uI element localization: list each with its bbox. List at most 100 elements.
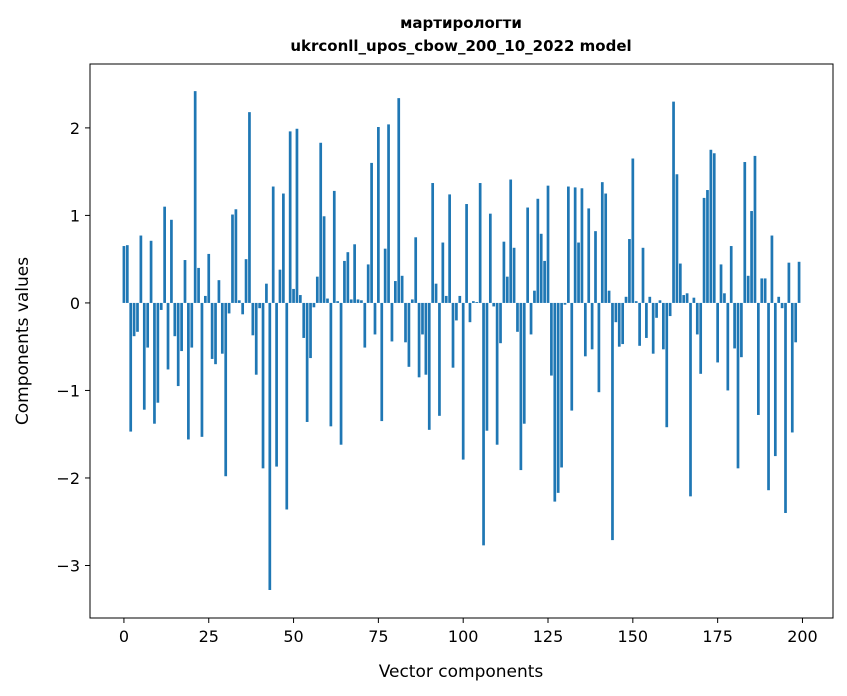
bar-96 [448,194,451,303]
bar-41 [261,302,265,469]
bar-170 [699,302,703,374]
bar-125 [546,185,550,303]
y-tick-label-2: 2 [70,119,80,138]
bar-135 [580,188,584,303]
y-axis-label: Components values [13,257,33,425]
bar-189 [763,278,767,303]
bar-49 [288,131,292,303]
bar-98 [455,302,458,321]
bar-176 [719,264,723,303]
plot-frame [89,63,834,619]
bar-195 [784,302,787,513]
bar-33 [234,209,238,303]
bar-188 [760,278,764,303]
bar-51 [295,128,299,303]
x-tick-label-125: 125 [533,627,564,646]
bar-27 [214,302,217,365]
bar-71 [363,302,367,348]
bar-186 [753,155,757,303]
bar-60 [326,298,329,303]
bar-115 [512,247,516,303]
bar-21 [193,91,197,303]
bar-113 [505,276,509,303]
y-tick-label--3: −3 [56,556,80,575]
bar-6 [142,302,146,410]
bar-66 [346,252,350,303]
bar-3 [132,302,136,337]
bar-14 [170,219,173,303]
bar-184 [746,275,750,303]
bar-15 [173,302,177,337]
bar-172 [706,190,709,303]
bar-68 [353,244,356,303]
bar-2 [129,302,133,432]
bar-73 [370,162,373,303]
bar-30 [224,302,228,477]
bar-152 [638,302,641,346]
bar-40 [258,302,261,309]
bar-42 [265,283,268,303]
bar-47 [282,193,285,303]
bar-31 [227,302,231,314]
bar-94 [441,242,445,303]
bar-79 [390,302,394,342]
bar-91 [431,183,435,303]
bar-84 [407,302,411,367]
bar-141 [600,182,604,303]
bar-193 [777,296,781,303]
bar-178 [726,302,730,391]
bar-164 [678,263,682,303]
bar-54 [305,302,309,422]
bar-56 [312,302,316,308]
bar-62 [332,190,336,303]
bar-151 [634,301,638,303]
bar-88 [421,302,424,335]
bar-127 [553,302,557,502]
bar-140 [597,302,601,393]
bar-182 [740,302,743,358]
bar-173 [709,149,713,303]
bar-103 [472,301,475,303]
bar-59 [322,216,326,303]
bar-7 [146,302,150,348]
bar-143 [607,290,611,303]
bar-26 [210,302,214,359]
bar-52 [298,295,302,303]
bar-123 [539,233,543,303]
bar-93 [438,302,441,416]
bar-177 [723,293,726,303]
bar-153 [641,247,645,303]
bar-20 [190,302,194,348]
x-tick-label-0: 0 [119,627,129,646]
y-tick-label-0: 0 [70,294,80,313]
bar-101 [465,204,468,303]
bar-57 [315,276,319,303]
bar-102 [468,302,472,323]
bar-157 [655,302,658,318]
bar-37 [248,112,251,303]
bar-107 [485,302,489,431]
bar-139 [594,231,597,303]
bar-179 [729,246,733,303]
bar-147 [621,302,625,345]
bar-111 [499,302,502,344]
bar-65 [343,260,346,303]
bar-90 [427,302,431,430]
bar-46 [278,269,282,303]
bar-118 [522,302,526,424]
bar-75 [377,127,380,303]
bar-133 [573,187,577,303]
bar-121 [533,290,536,303]
bar-4 [136,302,139,332]
bar-116 [516,302,519,332]
bar-10 [156,302,160,403]
bar-106 [482,302,485,546]
x-tick-label-100: 100 [448,627,479,646]
bar-43 [268,302,272,590]
bar-146 [617,302,621,347]
bar-155 [648,296,652,303]
bar-162 [672,101,675,303]
bar-183 [743,162,747,303]
bar-35 [241,302,245,315]
bar-76 [380,302,384,422]
